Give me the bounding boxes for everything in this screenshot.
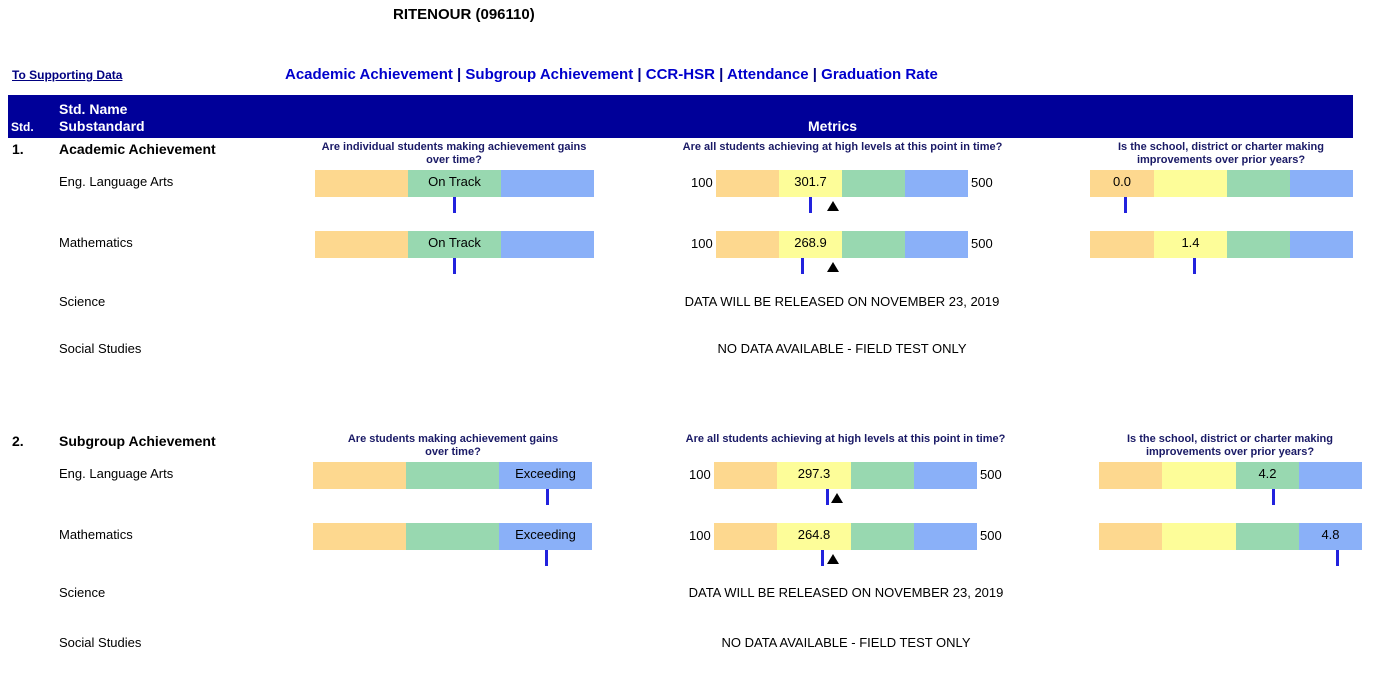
table-header: Std. Std. Name Substandard Metrics (8, 95, 1353, 138)
growth-value: On Track (408, 231, 501, 258)
status-bar: 264.8 (714, 523, 977, 550)
row-label: Eng. Language Arts (59, 174, 174, 189)
row-label: Science (59, 585, 106, 600)
status-marker (809, 197, 812, 213)
page-title: RITENOUR (096110) (393, 6, 535, 23)
status-value: 264.8 (777, 523, 851, 550)
growth-marker (453, 258, 456, 274)
header-std: Std. (11, 120, 34, 134)
row-label: Social Studies (59, 635, 142, 650)
header-substandard: Substandard (59, 118, 145, 134)
row-label: Social Studies (59, 341, 142, 356)
target-triangle-icon (827, 201, 839, 211)
growth-question: Are students making achievement gains ov… (347, 433, 559, 458)
growth-bar: On Track (315, 170, 594, 197)
growth-value: Exceeding (499, 523, 592, 550)
data-notice: DATA WILL BE RELEASED ON NOVEMBER 23, 20… (684, 294, 1000, 309)
status-marker (821, 550, 824, 566)
status-min-label: 100 (691, 175, 713, 190)
status-min-label: 100 (689, 467, 711, 482)
status-bar: 301.7 (716, 170, 968, 197)
section-name: Subgroup Achievement (59, 433, 216, 449)
data-notice: DATA WILL BE RELEASED ON NOVEMBER 23, 20… (688, 585, 1004, 600)
section-name: Academic Achievement (59, 141, 216, 157)
section-nav: Academic Achievement | Subgroup Achievem… (285, 66, 938, 83)
status-max-label: 500 (980, 528, 1002, 543)
progress-marker (1193, 258, 1196, 274)
progress-marker (1124, 197, 1127, 213)
status-question: Are all students achieving at high level… (685, 433, 1006, 445)
growth-marker (453, 197, 456, 213)
header-std-name: Std. Name (59, 101, 128, 117)
status-marker (801, 258, 804, 274)
growth-question: Are individual students making achieveme… (321, 141, 587, 166)
progress-marker (1272, 489, 1275, 505)
section-number: 2. (12, 433, 24, 449)
row-label: Eng. Language Arts (59, 466, 174, 481)
data-notice: NO DATA AVAILABLE - FIELD TEST ONLY (717, 341, 967, 356)
target-triangle-icon (827, 554, 839, 564)
supporting-data-link[interactable]: To Supporting Data (12, 68, 123, 82)
row-label: Science (59, 294, 106, 309)
growth-marker (546, 489, 549, 505)
nav-subgroup-achievement[interactable]: Subgroup Achievement (465, 66, 634, 83)
growth-marker (545, 550, 548, 566)
progress-marker (1336, 550, 1339, 566)
target-triangle-icon (827, 262, 839, 272)
nav-ccr-hsr[interactable]: CCR-HSR (645, 66, 715, 83)
progress-value: 0.0 (1090, 170, 1154, 197)
section-number: 1. (12, 141, 24, 157)
nav-attendance[interactable]: Attendance (726, 66, 809, 83)
progress-bar: 0.0 (1090, 170, 1353, 197)
status-value: 268.9 (779, 231, 842, 258)
progress-question: Is the school, district or charter makin… (1118, 141, 1324, 166)
status-value: 301.7 (779, 170, 842, 197)
progress-value: 4.8 (1299, 523, 1362, 550)
status-value: 297.3 (777, 462, 851, 489)
header-metrics: Metrics (808, 118, 858, 134)
progress-question: Is the school, district or charter makin… (1127, 433, 1333, 458)
growth-bar: Exceeding (313, 462, 592, 489)
row-label: Mathematics (59, 527, 133, 542)
progress-bar: 4.2 (1099, 462, 1362, 489)
status-max-label: 500 (980, 467, 1002, 482)
status-min-label: 100 (689, 528, 711, 543)
progress-bar: 4.8 (1099, 523, 1362, 550)
status-max-label: 500 (971, 175, 993, 190)
status-marker (826, 489, 829, 505)
growth-value: Exceeding (499, 462, 592, 489)
status-max-label: 500 (971, 236, 993, 251)
row-label: Mathematics (59, 235, 133, 250)
growth-bar: Exceeding (313, 523, 592, 550)
growth-value: On Track (408, 170, 501, 197)
growth-bar: On Track (315, 231, 594, 258)
status-bar: 268.9 (716, 231, 968, 258)
progress-bar: 1.4 (1090, 231, 1353, 258)
progress-value: 1.4 (1154, 231, 1227, 258)
status-question: Are all students achieving at high level… (682, 141, 1003, 153)
target-triangle-icon (831, 493, 843, 503)
progress-value: 4.2 (1236, 462, 1299, 489)
status-bar: 297.3 (714, 462, 977, 489)
data-notice: NO DATA AVAILABLE - FIELD TEST ONLY (721, 635, 971, 650)
nav-academic-achievement[interactable]: Academic Achievement (285, 66, 453, 83)
nav-graduation-rate[interactable]: Graduation Rate (821, 66, 938, 83)
status-min-label: 100 (691, 236, 713, 251)
